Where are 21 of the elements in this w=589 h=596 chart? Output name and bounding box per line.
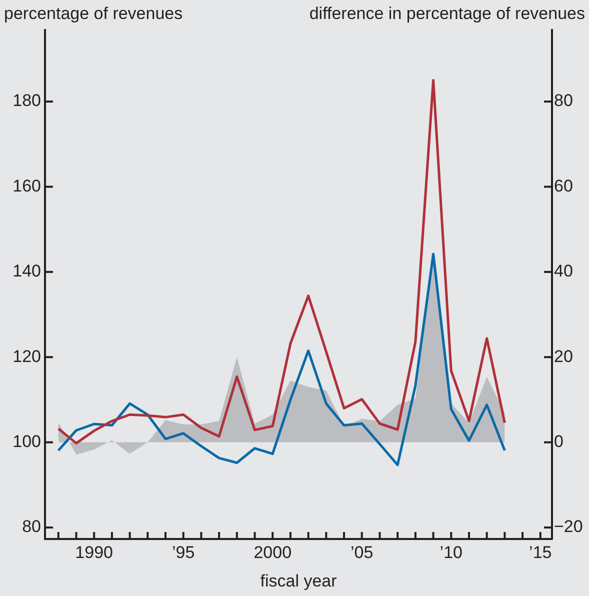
y-tick-label: 120 <box>12 346 41 366</box>
y2-axis-title: difference in percentage of revenues <box>309 4 585 24</box>
y2-tick-label: −20 <box>554 517 583 536</box>
x-axis-title: fiscal year <box>260 571 338 590</box>
x-tick-label: ’95 <box>172 542 195 562</box>
y-axis-title: percentage of revenues <box>4 4 183 24</box>
y-tick-label: 80 <box>22 517 41 536</box>
y2-tick-label: 40 <box>554 262 573 281</box>
y2-tick-label: 60 <box>554 176 573 196</box>
x-tick-label: 1990 <box>75 542 114 562</box>
y2-tick-label: 80 <box>554 91 573 110</box>
y2-tick-label: 20 <box>554 346 573 366</box>
x-tick-label: 2000 <box>254 542 292 562</box>
x-tick-label: ’15 <box>529 542 552 562</box>
y2-tick-label: 0 <box>554 432 564 451</box>
x-tick-label: ’05 <box>350 542 374 562</box>
y-tick-label: 100 <box>12 432 41 451</box>
x-tick-label: ’10 <box>440 542 462 562</box>
y-tick-label: 180 <box>12 91 41 110</box>
y-tick-label: 160 <box>12 176 41 196</box>
y-tick-label: 140 <box>12 262 41 281</box>
